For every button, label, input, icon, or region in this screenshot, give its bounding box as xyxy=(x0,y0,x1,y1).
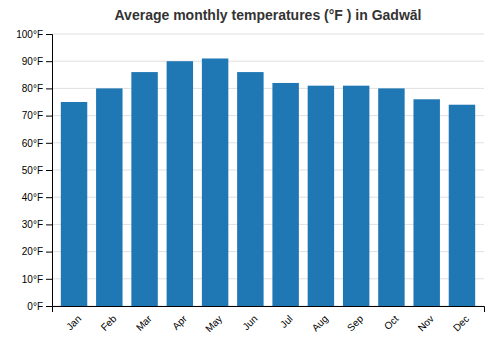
x-tick: Dec xyxy=(451,313,471,333)
x-tick-label: Dec xyxy=(451,313,471,333)
y-tick-label: 70°F xyxy=(22,110,43,121)
x-tick: Nov xyxy=(416,313,436,333)
bar xyxy=(202,58,228,306)
x-tick-label: Jul xyxy=(278,313,295,330)
y-tick: 80°F xyxy=(22,83,52,94)
y-tick-label: 30°F xyxy=(22,219,43,230)
y-tick: 30°F xyxy=(22,219,52,230)
y-tick-mark xyxy=(46,306,52,307)
y-tick-mark xyxy=(46,224,52,225)
y-tick: 100°F xyxy=(16,29,52,40)
y-tick-label: 100°F xyxy=(16,29,43,40)
y-tick: 10°F xyxy=(22,274,52,285)
y-tick-mark xyxy=(46,170,52,171)
x-tick-label: Jun xyxy=(240,313,259,332)
y-tick-mark xyxy=(46,61,52,62)
x-tick-label: Sep xyxy=(345,313,366,334)
y-tick-label: 10°F xyxy=(22,274,43,285)
y-tick: 50°F xyxy=(22,165,52,176)
y-tick-label: 60°F xyxy=(22,138,43,149)
y-tick: 40°F xyxy=(22,192,52,203)
x-tick-label: Feb xyxy=(99,313,119,333)
chart: Jan Feb Mar Apr May Jun Jul Aug Sep Oct Nov Dec 0°F 1… xyxy=(0,0,500,350)
y-tick: 90°F xyxy=(22,56,52,67)
y-tick-mark xyxy=(46,34,52,35)
x-tick-label: Aug xyxy=(310,313,330,333)
bar xyxy=(449,105,475,306)
y-tick: 70°F xyxy=(22,110,52,121)
y-tick: 0°F xyxy=(27,301,52,312)
y-axis: 0°F 10°F 20°F 30°F 40°F 50°F 60°F 70°F 80°F 90°F 1… xyxy=(16,29,52,312)
y-tick: 60°F xyxy=(22,138,52,149)
y-tick-label: 0°F xyxy=(27,301,43,312)
y-tick-mark xyxy=(46,197,52,198)
x-tick: Jun xyxy=(240,313,259,332)
y-tick-label: 50°F xyxy=(22,165,43,176)
x-tick-label: Mar xyxy=(134,313,154,333)
plot: Jan Feb Mar Apr May Jun Jul Aug Sep Oct Nov Dec 0°F 1… xyxy=(16,29,484,335)
y-tick-mark xyxy=(46,88,52,89)
y-tick-label: 80°F xyxy=(22,83,43,94)
y-tick-mark xyxy=(46,279,52,280)
bars xyxy=(61,58,475,306)
x-tick: Jan xyxy=(64,313,83,332)
bar xyxy=(61,102,87,306)
x-tick: Feb xyxy=(99,313,119,333)
y-tick-mark xyxy=(46,252,52,253)
bar xyxy=(272,83,298,306)
y-tick: 20°F xyxy=(22,246,52,257)
x-tick: May xyxy=(203,313,224,334)
x-tick-label: May xyxy=(203,313,224,334)
x-tick: Mar xyxy=(134,313,154,333)
title: Average monthly temperatures (°F ) in Ga… xyxy=(115,7,422,23)
x-tick-label: Oct xyxy=(382,313,401,332)
bar xyxy=(378,88,404,306)
axis-line xyxy=(46,35,53,307)
x-tick-label: Jan xyxy=(64,313,83,332)
bar xyxy=(237,72,263,306)
bar xyxy=(131,72,157,306)
y-tick-mark xyxy=(46,116,52,117)
y-tick-label: 20°F xyxy=(22,246,43,257)
y-tick-mark xyxy=(46,143,52,144)
x-tick-label: Apr xyxy=(170,313,189,332)
x-tick: Jul xyxy=(278,313,295,330)
axis-line xyxy=(53,307,485,313)
grid-line xyxy=(52,61,484,62)
bar xyxy=(343,86,369,306)
bar xyxy=(96,88,122,306)
x-axis: Jan Feb Mar Apr May Jun Jul Aug Sep Oct Nov Dec xyxy=(53,307,485,335)
x-tick-label: Nov xyxy=(416,313,436,333)
bar xyxy=(308,86,334,306)
x-tick: Aug xyxy=(310,313,330,333)
grid-line xyxy=(52,34,484,35)
x-tick: Sep xyxy=(345,313,366,334)
x-tick: Apr xyxy=(170,313,189,332)
y-tick-label: 40°F xyxy=(22,192,43,203)
x-tick: Oct xyxy=(382,313,401,332)
bar xyxy=(413,99,439,306)
bar xyxy=(167,61,193,306)
y-tick-label: 90°F xyxy=(22,56,43,67)
grid xyxy=(52,34,484,306)
